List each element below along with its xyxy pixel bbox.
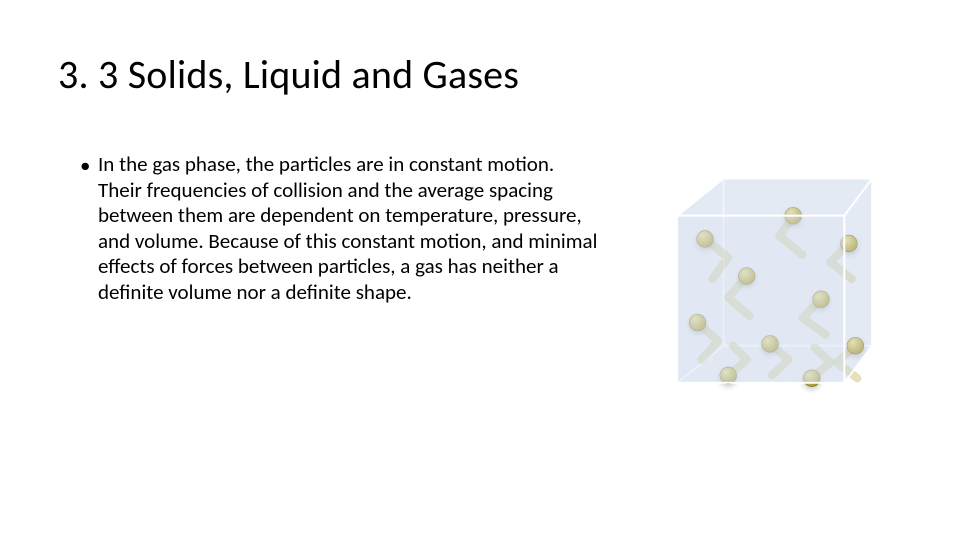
bullet-marker: •: [80, 153, 94, 179]
cube-front-faces: [677, 179, 872, 383]
slide-body: • In the gas phase, the particles are in…: [80, 152, 600, 306]
slide: 3. 3 Solids, Liquid and Gases • In the g…: [0, 0, 960, 540]
bullet-item: • In the gas phase, the particles are in…: [80, 152, 600, 306]
slide-title: 3. 3 Solids, Liquid and Gases: [58, 50, 519, 99]
gas-cube-svg: [640, 150, 900, 430]
gas-cube-diagram: [640, 150, 900, 430]
bullet-text: In the gas phase, the particles are in c…: [98, 152, 600, 306]
